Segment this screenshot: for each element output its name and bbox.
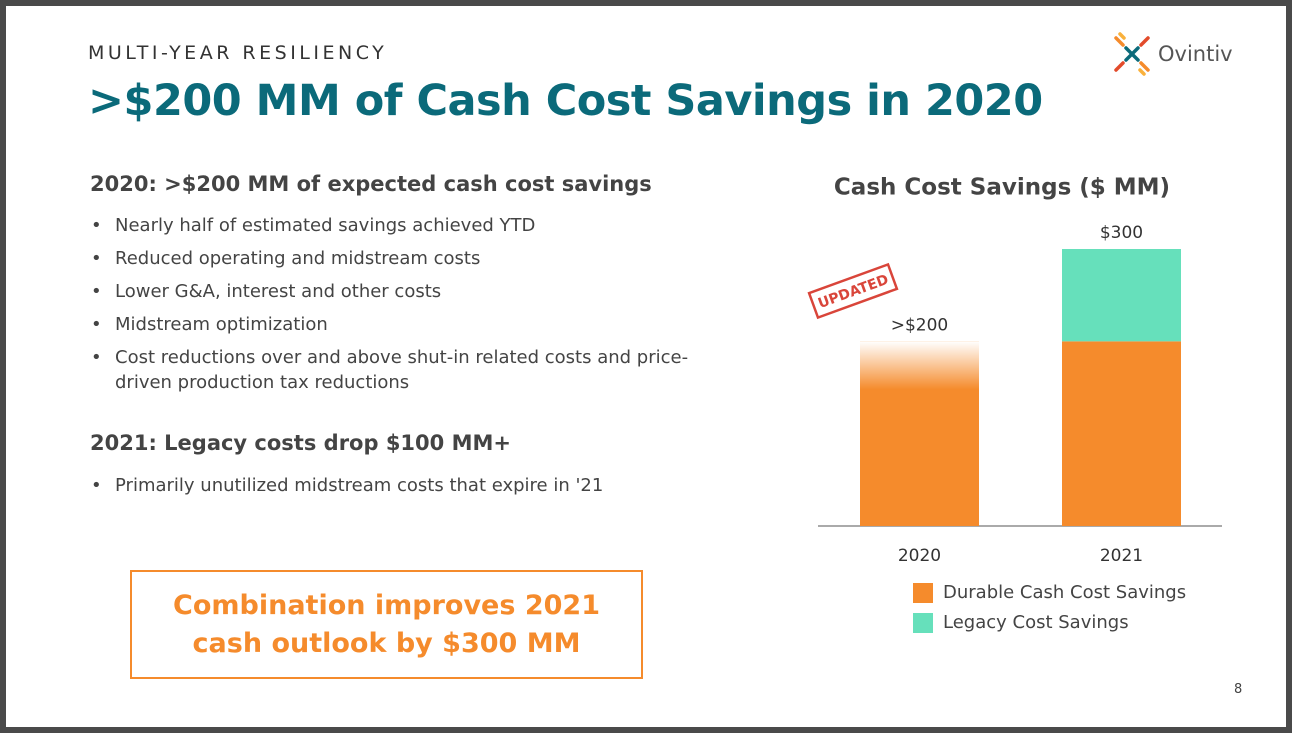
bullet: Reduced operating and midstream costs bbox=[91, 246, 715, 271]
fade-overlay bbox=[860, 341, 979, 390]
bullet: Lower G&A, interest and other costs bbox=[91, 279, 715, 304]
bar-segment bbox=[1062, 249, 1181, 342]
stamp-border bbox=[807, 262, 899, 320]
bullet: Midstream optimization bbox=[91, 312, 715, 337]
callout: Combination improves 2021 cash outlook b… bbox=[130, 570, 643, 679]
legend-swatch bbox=[913, 613, 933, 633]
page-number: 8 bbox=[1234, 682, 1243, 697]
total-label: $300 bbox=[1100, 223, 1143, 243]
logo-text: Ovintiv bbox=[1158, 42, 1233, 66]
x-tick-label: 2020 bbox=[898, 546, 941, 566]
stamp: UPDATED bbox=[807, 262, 899, 320]
kicker: MULTI-YEAR RESILIENCY bbox=[88, 42, 388, 64]
legend-label: Durable Cash Cost Savings bbox=[943, 582, 1186, 603]
title: >$200 MM of Cash Cost Savings in 2020 bbox=[88, 76, 1043, 126]
legend-swatch bbox=[913, 583, 933, 603]
bullet: Cost reductions over and above shut-in r… bbox=[91, 345, 715, 395]
legend-label: Legacy Cost Savings bbox=[943, 612, 1129, 633]
bullet: Primarily unutilized midstream costs tha… bbox=[91, 473, 715, 498]
total-label: >$200 bbox=[891, 315, 949, 335]
chart-title: Cash Cost Savings ($ MM) bbox=[834, 175, 1170, 201]
x-tick-label: 2021 bbox=[1100, 546, 1143, 566]
bar-segment bbox=[1062, 341, 1181, 526]
bullet: Nearly half of estimated savings achieve… bbox=[91, 213, 715, 238]
callout-text: Combination improves 2021 cash outlook b… bbox=[173, 589, 600, 659]
section-heading: 2020: >$200 MM of expected cash cost sav… bbox=[90, 172, 652, 196]
section-heading: 2021: Legacy costs drop $100 MM+ bbox=[90, 431, 511, 455]
logo-icon bbox=[1114, 32, 1150, 76]
